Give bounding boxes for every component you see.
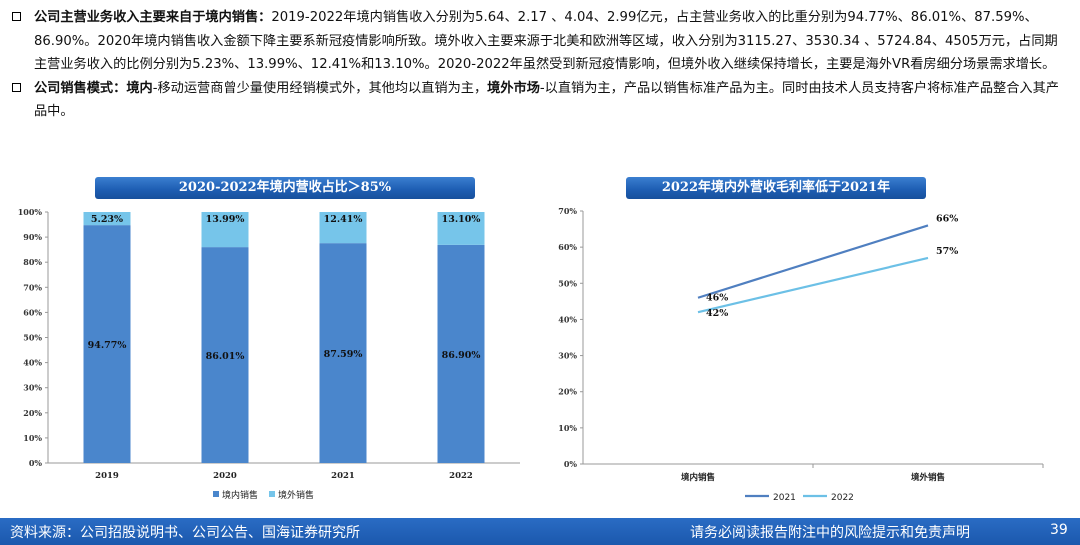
bullet-heading: 公司销售模式： xyxy=(34,80,127,96)
y-tick-label: 50% xyxy=(558,278,577,288)
y-tick-label: 0% xyxy=(29,458,43,468)
data-label: 94.77% xyxy=(88,340,127,351)
y-tick-label: 80% xyxy=(23,257,42,267)
data-label: 12.41% xyxy=(324,214,363,225)
source-note: 资料来源：公司招股说明书、公司公告、国海证券研究所 xyxy=(10,525,360,541)
bullet-text: -以直销为主，产品以销售标准产品为主。同时由技术人员支持客户将标准产品整合入其产… xyxy=(34,80,1059,120)
data-label: 46% xyxy=(706,293,728,304)
y-tick-label: 40% xyxy=(558,314,577,324)
x-tick-label: 2021 xyxy=(331,471,355,481)
data-label: 5.23% xyxy=(91,214,123,225)
bar-overseas xyxy=(201,212,249,248)
line-series-2021 xyxy=(697,224,929,299)
bar-overseas xyxy=(83,212,131,226)
y-tick-label: 70% xyxy=(23,282,42,292)
data-label: 86.01% xyxy=(206,351,245,362)
bullet-square-icon xyxy=(12,12,21,21)
x-tick-label: 境外销售 xyxy=(911,472,945,483)
line-series-2022 xyxy=(697,256,929,314)
page-number: 39 xyxy=(1050,522,1068,538)
bullet-domestic-keyword: 境内 xyxy=(126,80,153,96)
legend-swatch xyxy=(213,491,219,497)
data-label: 66% xyxy=(936,213,958,224)
bar-domestic xyxy=(437,244,485,463)
y-tick-label: 50% xyxy=(23,333,42,343)
bullet-domestic-revenue: 公司主营业务收入主要来自于境内销售：2019-2022年境内销售收入分别为5.6… xyxy=(10,6,1070,77)
y-tick-label: 10% xyxy=(23,433,42,443)
y-tick-label: 0% xyxy=(564,459,578,469)
bullet-overseas-keyword: 境外市场 xyxy=(487,80,540,96)
y-tick-label: 40% xyxy=(23,358,42,368)
legend-label: 2021 xyxy=(773,493,796,503)
bar-domestic xyxy=(83,225,131,463)
x-tick-label: 境内销售 xyxy=(681,472,715,483)
bullet-sales-model: 公司销售模式：境内-移动运营商曾少量使用经销模式外，其他均以直销为主，境外市场-… xyxy=(10,77,1070,124)
data-label: 42% xyxy=(706,308,728,319)
y-tick-label: 60% xyxy=(23,307,42,317)
bullet-text: -移动运营商曾少量使用经销模式外，其他均以直销为主， xyxy=(152,80,488,96)
data-label: 86.90% xyxy=(442,350,481,361)
chart1-title: 2020-2022年境内营收占比＞85% xyxy=(95,177,475,199)
bar-overseas xyxy=(437,212,485,245)
bullet-text: 2019-2022年境内销售收入分别为5.64、2.17 、4.04、2.99亿… xyxy=(34,10,1058,72)
y-tick-label: 20% xyxy=(23,408,42,418)
legend-label: 境内销售 xyxy=(222,489,258,501)
y-tick-label: 30% xyxy=(558,351,577,361)
data-label: 57% xyxy=(936,246,958,257)
y-tick-label: 30% xyxy=(23,383,42,393)
chart2-title: 2022年境内外营收毛利率低于2021年 xyxy=(626,177,926,199)
data-label: 13.10% xyxy=(442,214,481,225)
bar-domestic xyxy=(319,243,367,463)
x-tick-label: 2022 xyxy=(449,471,473,481)
y-tick-label: 90% xyxy=(23,232,42,242)
y-tick-label: 20% xyxy=(558,387,577,397)
bar-overseas xyxy=(319,212,367,244)
legend-label: 境外销售 xyxy=(278,489,314,501)
data-label: 87.59% xyxy=(324,349,363,360)
y-tick-label: 70% xyxy=(558,206,577,216)
x-tick-label: 2019 xyxy=(95,471,119,481)
legend-label: 2022 xyxy=(831,493,854,503)
footer-bar: 资料来源：公司招股说明书、公司公告、国海证券研究所 请务必阅读报告附注中的风险提… xyxy=(0,518,1080,545)
bar-domestic xyxy=(201,247,249,463)
y-tick-label: 100% xyxy=(18,207,43,217)
y-tick-label: 60% xyxy=(558,242,577,252)
y-tick-label: 10% xyxy=(558,423,577,433)
bullet-list: 公司主营业务收入主要来自于境内销售：2019-2022年境内销售收入分别为5.6… xyxy=(10,6,1070,124)
data-label: 13.99% xyxy=(206,214,245,225)
x-tick-label: 2020 xyxy=(213,471,237,481)
disclaimer-note: 请务必阅读报告附注中的风险提示和免责声明 xyxy=(690,525,970,541)
bullet-heading: 公司主营业务收入主要来自于境内销售： xyxy=(34,10,272,25)
legend-swatch xyxy=(269,491,275,497)
revenue-share-bar-chart: 0% 10% 20% 30% 40% 50% 60% 70% 80% 90% 100% 94.77% 5… xyxy=(18,207,520,501)
gross-margin-line-chart: 0% 10% 20% 30% 40% 50% 60% 70% 境内销售 境外销售 46% 66% 42%… xyxy=(558,206,1044,503)
bullet-square-icon xyxy=(12,82,21,92)
